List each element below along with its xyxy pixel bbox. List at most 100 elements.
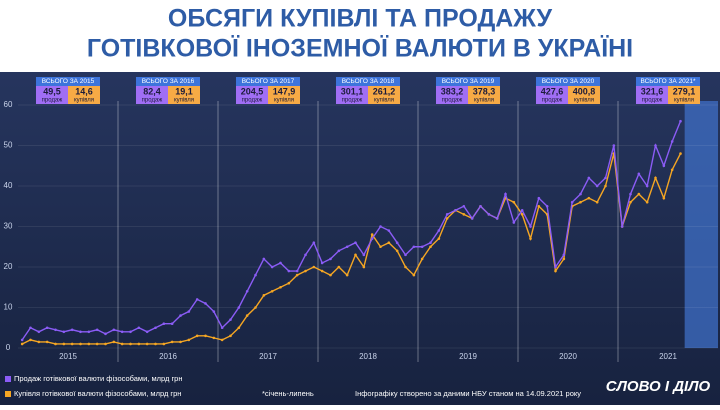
point xyxy=(270,265,274,269)
point xyxy=(587,196,591,200)
point xyxy=(645,200,649,204)
point xyxy=(437,229,441,232)
point xyxy=(379,225,382,228)
point xyxy=(370,237,374,240)
point xyxy=(29,338,32,342)
total-header xyxy=(636,77,700,86)
total-purchases-cell xyxy=(68,86,100,104)
year-label: 2019 xyxy=(459,352,477,361)
point xyxy=(537,204,541,208)
total-purchases-cell xyxy=(468,86,500,104)
point xyxy=(670,168,674,172)
point xyxy=(312,241,316,244)
total-sales: 204,5 xyxy=(241,86,264,96)
total-purchases-cell xyxy=(568,86,600,104)
point xyxy=(470,217,474,220)
legend-label: Продаж готівкової валюти фізособами, млр… xyxy=(14,374,183,383)
total-sales-caption: продаж xyxy=(142,98,163,104)
point xyxy=(87,330,91,334)
point xyxy=(654,176,657,180)
point xyxy=(462,213,466,216)
point xyxy=(129,330,132,334)
total-sales-caption: продаж xyxy=(542,98,563,104)
point xyxy=(629,200,632,204)
point xyxy=(520,209,524,212)
total-purchases-caption: купівля xyxy=(474,98,494,104)
y-tick-label: 30 xyxy=(4,222,13,231)
total-sales: 427,6 xyxy=(541,86,564,96)
point xyxy=(404,253,407,257)
point xyxy=(304,253,307,257)
total-header xyxy=(236,77,300,86)
point xyxy=(162,322,166,326)
point xyxy=(79,330,82,334)
point xyxy=(387,229,391,232)
total-sales-cell xyxy=(636,86,668,104)
point xyxy=(187,338,191,342)
point xyxy=(345,273,349,277)
point xyxy=(679,152,682,155)
point xyxy=(595,184,599,188)
total-label: ВСЬОГО ЗА 2017 xyxy=(242,78,295,85)
point xyxy=(204,334,207,338)
point xyxy=(304,269,307,273)
point xyxy=(312,265,316,269)
point xyxy=(129,342,132,346)
point xyxy=(245,290,249,293)
point xyxy=(229,318,232,321)
point xyxy=(20,342,24,346)
point xyxy=(87,342,91,346)
point xyxy=(670,140,674,143)
point xyxy=(604,176,607,180)
point xyxy=(537,196,541,200)
year-label: 2017 xyxy=(259,352,277,361)
point xyxy=(454,209,457,212)
point xyxy=(29,326,32,330)
point xyxy=(170,340,174,344)
total-sales-caption: продаж xyxy=(642,98,663,104)
point xyxy=(529,225,532,228)
chart-subtitle: ГОТІВКОВОЇ ІНОЗЕМНОЇ ВАЛЮТИ В УКРАЇНІ xyxy=(87,35,633,63)
legend-swatch xyxy=(5,391,11,397)
point xyxy=(137,326,141,330)
total-purchases: 279,1 xyxy=(673,86,696,96)
point xyxy=(562,257,566,261)
point xyxy=(37,340,41,344)
point xyxy=(162,342,166,346)
point xyxy=(262,257,266,261)
total-label: ВСЬОГО ЗА 2020 xyxy=(542,78,595,85)
legend-swatch xyxy=(5,376,11,382)
point xyxy=(320,269,324,273)
point xyxy=(329,257,332,261)
point xyxy=(495,217,499,220)
point xyxy=(395,249,399,253)
point xyxy=(404,265,407,269)
total-purchases: 14,6 xyxy=(75,86,93,96)
total-purchases-caption: купівля xyxy=(74,98,94,104)
point xyxy=(529,237,532,240)
point xyxy=(120,330,124,334)
total-sales-cell xyxy=(336,86,368,104)
point xyxy=(487,213,491,216)
point xyxy=(145,330,149,334)
point xyxy=(137,342,141,346)
point xyxy=(637,172,641,176)
point xyxy=(270,290,274,293)
point xyxy=(112,340,116,344)
year-label: 2021 xyxy=(659,352,677,361)
total-purchases-cell xyxy=(268,86,300,104)
point xyxy=(379,245,382,249)
point xyxy=(604,184,607,188)
point xyxy=(20,338,24,342)
total-purchases-caption: купівля xyxy=(674,98,694,104)
series-line xyxy=(21,120,682,341)
point xyxy=(37,330,41,334)
point xyxy=(154,326,157,330)
header-bg xyxy=(0,0,720,72)
total-sales: 82,4 xyxy=(143,86,161,96)
point xyxy=(220,338,224,342)
point xyxy=(245,314,249,317)
point xyxy=(445,217,449,220)
total-header xyxy=(436,77,500,86)
